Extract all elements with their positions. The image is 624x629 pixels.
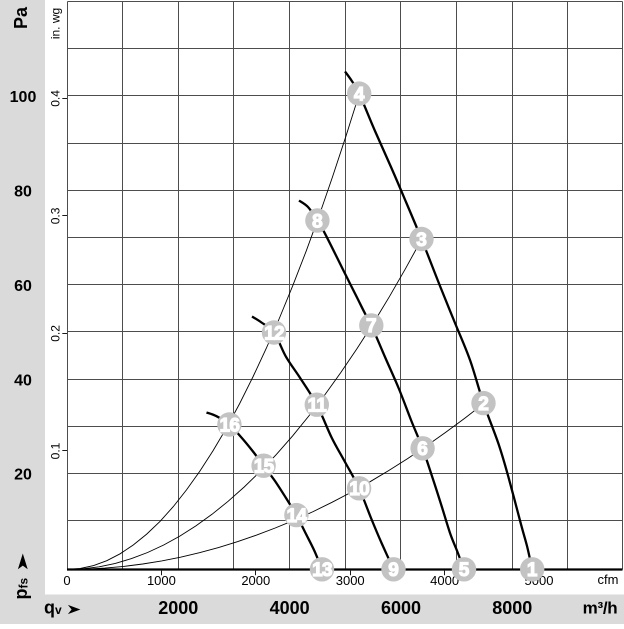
svg-text:6: 6 — [417, 439, 428, 460]
svg-text:13: 13 — [312, 560, 332, 581]
svg-text:5: 5 — [459, 560, 470, 581]
svg-text:0: 0 — [63, 573, 70, 588]
svg-text:in. wg: in. wg — [49, 8, 63, 39]
svg-text:6000: 6000 — [381, 598, 421, 618]
svg-text:4: 4 — [354, 84, 365, 105]
svg-text:0.3: 0.3 — [49, 207, 63, 224]
svg-text:15: 15 — [254, 457, 275, 478]
svg-text:10: 10 — [349, 479, 369, 500]
svg-text:qv: qv — [44, 598, 62, 618]
svg-text:14: 14 — [287, 506, 308, 527]
svg-text:m³/h: m³/h — [583, 599, 618, 618]
svg-text:4000: 4000 — [430, 573, 459, 588]
svg-text:8: 8 — [312, 211, 323, 232]
svg-text:8000: 8000 — [492, 598, 532, 618]
svg-text:12: 12 — [264, 323, 284, 344]
svg-text:2: 2 — [478, 394, 489, 415]
svg-text:20: 20 — [14, 467, 32, 484]
svg-text:0.2: 0.2 — [49, 325, 63, 342]
svg-text:2000: 2000 — [241, 573, 270, 588]
svg-text:100: 100 — [10, 89, 37, 106]
svg-text:60: 60 — [14, 278, 32, 295]
svg-text:cfm: cfm — [598, 572, 619, 587]
svg-text:1000: 1000 — [147, 573, 176, 588]
svg-text:1: 1 — [527, 560, 538, 581]
svg-text:4000: 4000 — [270, 598, 310, 618]
svg-text:7: 7 — [366, 316, 377, 337]
svg-text:0.4: 0.4 — [49, 90, 63, 107]
svg-text:Pa: Pa — [11, 6, 31, 29]
svg-text:pfs: pfs — [11, 578, 31, 600]
svg-text:3: 3 — [416, 230, 427, 251]
svg-text:16: 16 — [220, 415, 240, 436]
svg-text:11: 11 — [307, 396, 327, 417]
svg-text:0.1: 0.1 — [49, 442, 63, 459]
svg-text:9: 9 — [388, 560, 399, 581]
svg-text:40: 40 — [14, 372, 32, 389]
svg-text:3000: 3000 — [336, 573, 365, 588]
svg-text:2000: 2000 — [158, 598, 198, 618]
svg-text:80: 80 — [14, 184, 32, 201]
